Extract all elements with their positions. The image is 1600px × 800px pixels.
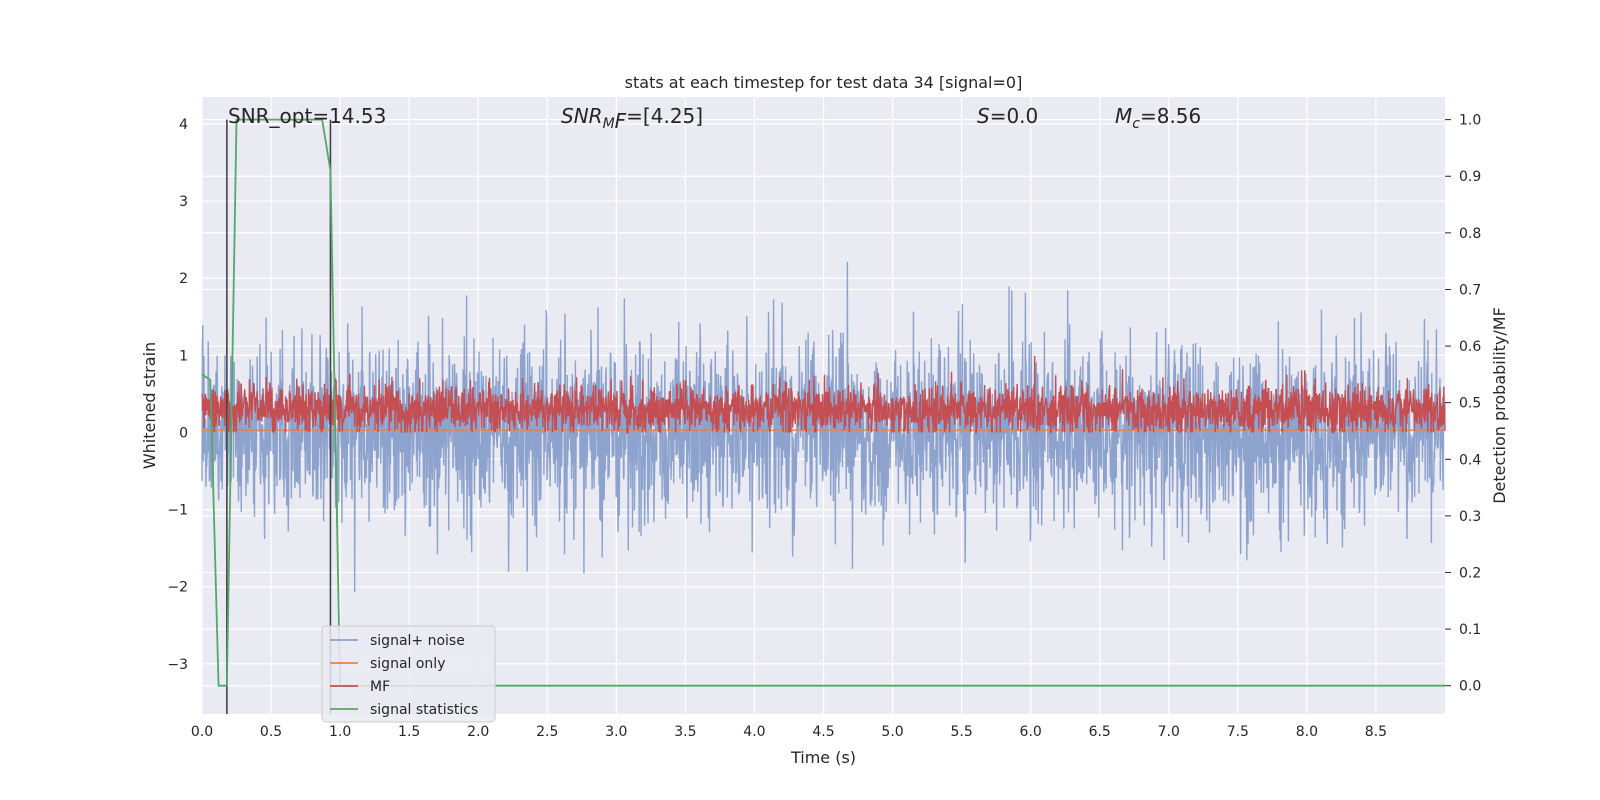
series-signal-statistics <box>201 118 1445 687</box>
y-tick-label-left: −1 <box>167 503 188 519</box>
legend: signal+ noise signal only MF signal statist… <box>321 625 496 723</box>
y-tick-label-left: −2 <box>167 580 188 596</box>
y-tick-label-left: −3 <box>167 657 188 673</box>
x-tick-label: 5.5 <box>950 724 972 740</box>
annotation-snr_opt: SNR_opt=14.53 <box>228 104 386 128</box>
plot-area <box>201 118 1446 714</box>
x-tick-label: 0.0 <box>191 724 213 740</box>
x-tick-label: 6.5 <box>1089 724 1111 740</box>
x-tick-label: 4.5 <box>812 724 834 740</box>
y-tick-label-left: 2 <box>179 271 188 287</box>
y-tick-label-right: 0.6 <box>1459 339 1481 355</box>
x-tick-label: 6.0 <box>1020 724 1042 740</box>
legend-entry: MF <box>370 679 390 695</box>
y-tick-label-right: 1.0 <box>1459 113 1481 129</box>
y-tick-label-right: 0.0 <box>1459 679 1481 695</box>
x-tick-label: 5.0 <box>881 724 903 740</box>
y-tick-label-right: 0.5 <box>1459 396 1481 412</box>
series-mf <box>201 355 1446 435</box>
x-tick-label: 7.0 <box>1158 724 1180 740</box>
x-tick-label: 1.5 <box>398 724 420 740</box>
legend-entry: signal+ noise <box>370 633 465 649</box>
y-axis-label-right: Detection probability/MF <box>1490 307 1509 504</box>
y-tick-label-right: 0.2 <box>1459 565 1481 581</box>
annotation-s: S=0.0 <box>977 104 1038 128</box>
x-tick-label: 2.0 <box>467 724 489 740</box>
annotation-snr_mf: SNRMF=[4.25] <box>561 104 703 133</box>
x-tick-label: 3.0 <box>605 724 627 740</box>
y-tick-label-right: 0.3 <box>1459 509 1481 525</box>
y-tick-label-left: 1 <box>179 348 188 364</box>
y-tick-label-right: 0.8 <box>1459 226 1481 242</box>
x-tick-label: 8.0 <box>1296 724 1318 740</box>
y-tick-label-right: 0.1 <box>1459 622 1481 638</box>
x-tick-label: 4.0 <box>743 724 765 740</box>
y-tick-label-left: 3 <box>179 194 188 210</box>
tick-labels: 0.0 0.5 1.0 1.5 2.0 2.5 3.0 3.5 4.0 4.5 5.0 5.5 6.0 6… <box>167 113 1481 740</box>
y-tick-label-left: 4 <box>179 117 188 133</box>
annotation-mc: Mc=8.56 <box>1115 104 1201 132</box>
legend-entry: signal only <box>370 656 445 672</box>
y-axis-label-left: Whitened strain <box>140 342 159 469</box>
annotations: SNR_opt=14.53 SNRMF=[4.25] S=0.0 Mc=8.56 <box>228 104 1201 133</box>
x-tick-label: 3.5 <box>674 724 696 740</box>
y-tick-label-right: 0.4 <box>1459 452 1481 468</box>
y-tick-label-right: 0.7 <box>1459 282 1481 298</box>
y-tick-label-left: 0 <box>179 425 188 441</box>
x-tick-label: 8.5 <box>1365 724 1387 740</box>
legend-box <box>321 625 496 723</box>
x-axis-label: Time (s) <box>790 748 856 767</box>
x-tick-label: 2.5 <box>536 724 558 740</box>
x-tick-label: 7.5 <box>1227 724 1249 740</box>
x-tick-label: 1.0 <box>329 724 351 740</box>
y-tick-label-right: 0.9 <box>1459 169 1481 185</box>
x-tick-label: 0.5 <box>260 724 282 740</box>
chart-title: stats at each timestep for test data 34 … <box>625 73 1023 92</box>
legend-entry: signal statistics <box>370 702 478 718</box>
